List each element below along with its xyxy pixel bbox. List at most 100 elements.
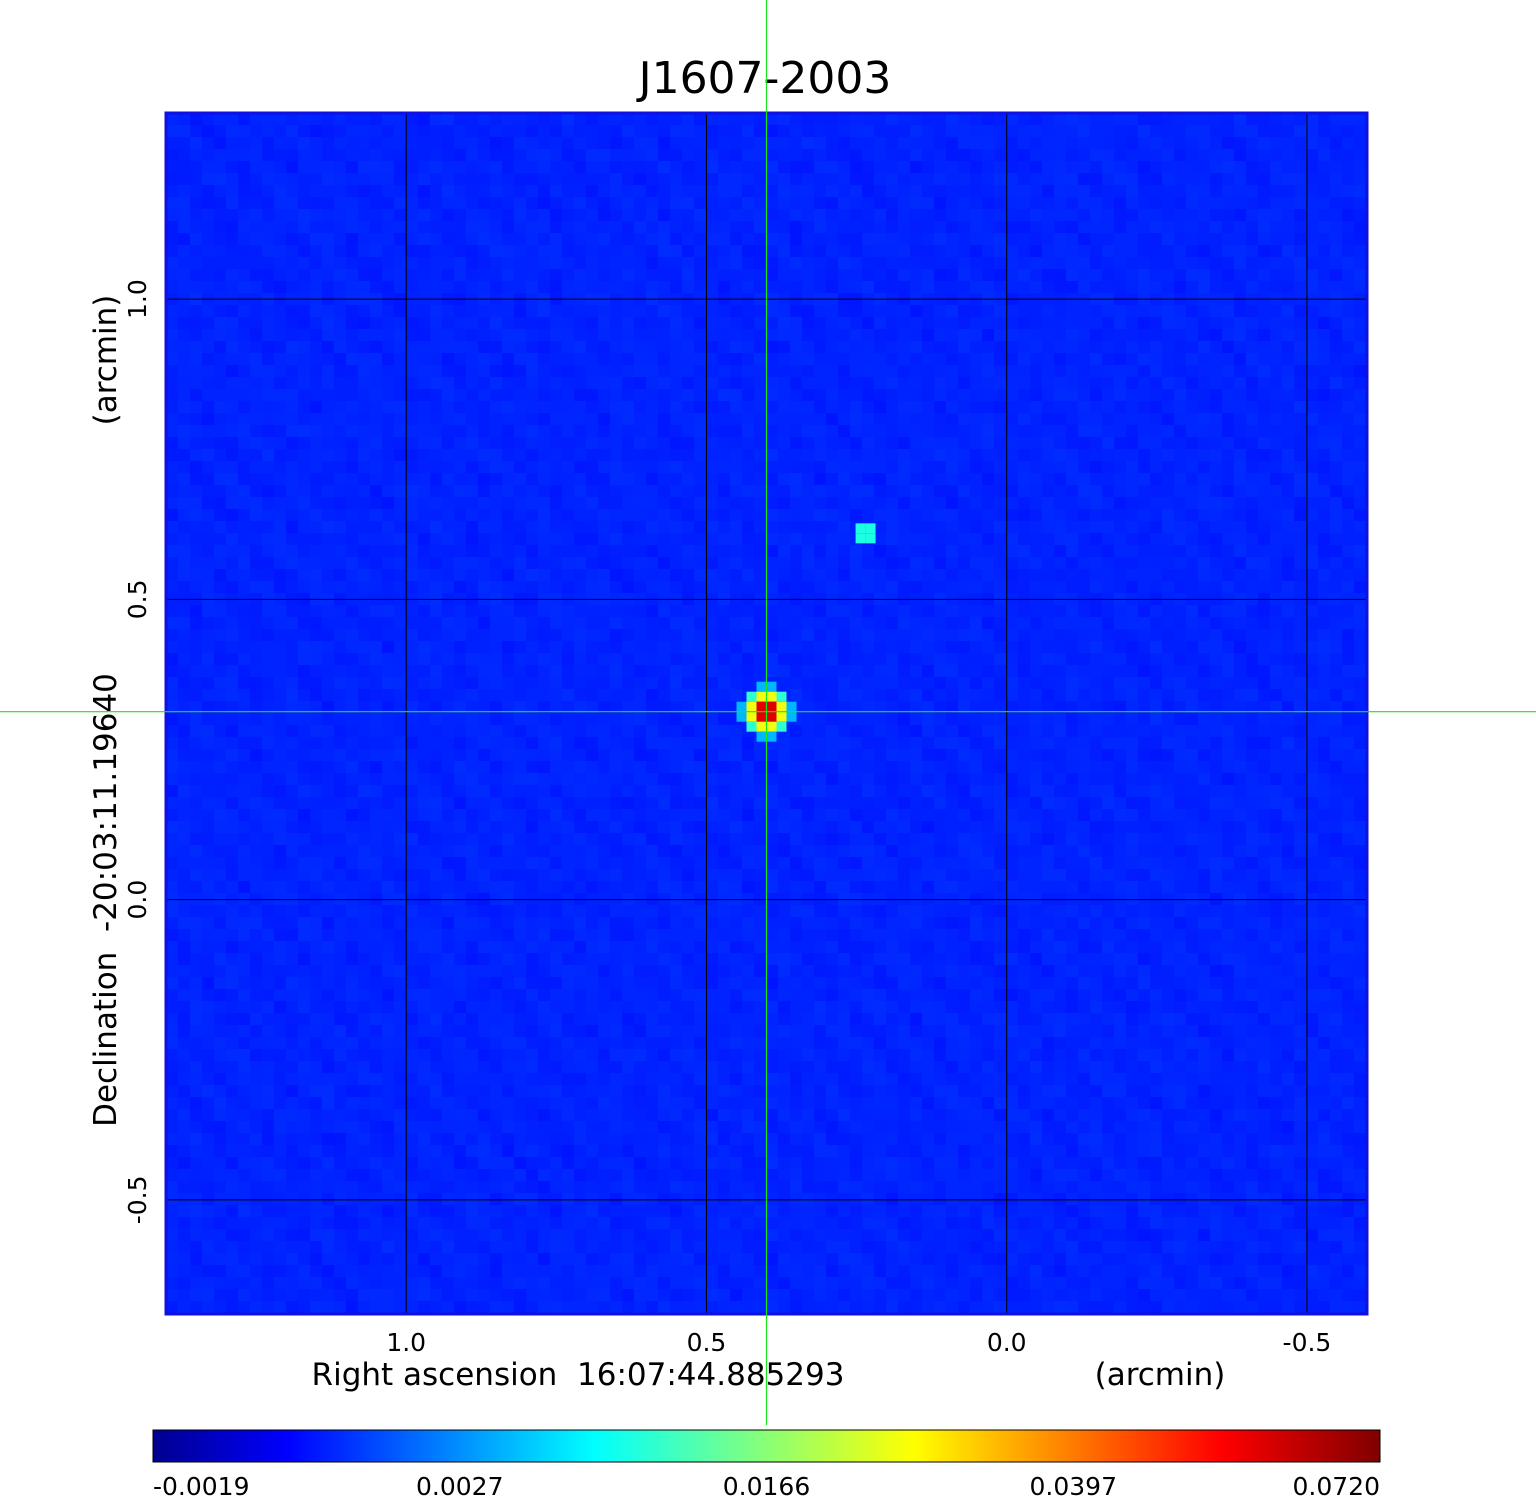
noise-pixel (898, 137, 911, 150)
noise-pixel (814, 281, 827, 294)
noise-pixel (982, 137, 995, 150)
noise-pixel (1126, 509, 1139, 522)
noise-pixel (490, 173, 503, 186)
noise-pixel (646, 485, 659, 498)
noise-pixel (286, 209, 299, 222)
noise-pixel (1030, 401, 1043, 414)
noise-pixel (514, 353, 527, 366)
noise-pixel (610, 701, 623, 714)
noise-pixel (886, 557, 899, 570)
noise-pixel (1318, 461, 1331, 474)
noise-pixel (1066, 353, 1079, 366)
noise-pixel (646, 509, 659, 522)
noise-pixel (850, 653, 863, 666)
noise-pixel (826, 137, 839, 150)
noise-pixel (694, 377, 707, 390)
noise-pixel (370, 533, 383, 546)
noise-pixel (1042, 425, 1055, 438)
noise-pixel (742, 209, 755, 222)
noise-pixel (418, 113, 431, 126)
noise-pixel (478, 533, 491, 546)
noise-pixel (946, 149, 959, 162)
noise-pixel (322, 533, 335, 546)
noise-pixel (1078, 257, 1091, 270)
noise-pixel (334, 425, 347, 438)
noise-pixel (778, 569, 791, 582)
noise-pixel (226, 545, 239, 558)
noise-pixel (1186, 413, 1199, 426)
noise-pixel (826, 281, 839, 294)
noise-pixel (202, 689, 215, 702)
noise-pixel (1198, 149, 1211, 162)
noise-pixel (766, 173, 779, 186)
noise-pixel (550, 161, 563, 174)
noise-pixel (814, 353, 827, 366)
noise-pixel (502, 389, 515, 402)
noise-pixel (442, 341, 455, 354)
noise-pixel (550, 149, 563, 162)
noise-pixel (1054, 329, 1067, 342)
noise-pixel (1138, 125, 1151, 138)
noise-pixel (838, 257, 851, 270)
noise-pixel (1210, 257, 1223, 270)
noise-pixel (214, 569, 227, 582)
noise-pixel (190, 353, 203, 366)
noise-pixel (1030, 365, 1043, 378)
noise-pixel (958, 137, 971, 150)
noise-pixel (334, 185, 347, 198)
noise-pixel (226, 461, 239, 474)
noise-pixel (730, 209, 743, 222)
noise-pixel (802, 389, 815, 402)
noise-pixel (1222, 617, 1235, 630)
noise-pixel (922, 617, 935, 630)
noise-pixel (1042, 581, 1055, 594)
noise-pixel (946, 137, 959, 150)
noise-pixel (658, 461, 671, 474)
noise-pixel (526, 221, 539, 234)
noise-pixel (322, 125, 335, 138)
noise-pixel (1342, 365, 1355, 378)
noise-pixel (514, 449, 527, 462)
noise-pixel (406, 545, 419, 558)
noise-pixel (346, 557, 359, 570)
noise-pixel (514, 413, 527, 426)
noise-pixel (1234, 401, 1247, 414)
noise-pixel (562, 137, 575, 150)
noise-pixel (574, 401, 587, 414)
noise-pixel (274, 341, 287, 354)
noise-pixel (610, 173, 623, 186)
noise-pixel (934, 485, 947, 498)
noise-pixel (1198, 473, 1211, 486)
noise-pixel (394, 245, 407, 258)
noise-pixel (1114, 473, 1127, 486)
noise-pixel (598, 329, 611, 342)
noise-pixel (526, 161, 539, 174)
noise-pixel (526, 317, 539, 330)
noise-pixel (490, 677, 503, 690)
noise-pixel (1354, 125, 1367, 138)
noise-pixel (1138, 257, 1151, 270)
noise-pixel (862, 269, 875, 282)
noise-pixel (478, 353, 491, 366)
noise-pixel (238, 473, 251, 486)
noise-pixel (1354, 461, 1367, 474)
noise-pixel (922, 221, 935, 234)
noise-pixel (766, 425, 779, 438)
noise-pixel (826, 149, 839, 162)
noise-pixel (934, 377, 947, 390)
noise-pixel (370, 557, 383, 570)
noise-pixel (1282, 317, 1295, 330)
noise-pixel (742, 377, 755, 390)
noise-pixel (1258, 617, 1271, 630)
noise-pixel (1246, 569, 1259, 582)
noise-pixel (622, 305, 635, 318)
noise-pixel (1114, 617, 1127, 630)
noise-pixel (394, 545, 407, 558)
noise-pixel (586, 605, 599, 618)
noise-pixel (550, 233, 563, 246)
noise-pixel (322, 437, 335, 450)
noise-pixel (922, 605, 935, 618)
noise-pixel (1306, 461, 1319, 474)
noise-pixel (334, 245, 347, 258)
noise-pixel (202, 281, 215, 294)
